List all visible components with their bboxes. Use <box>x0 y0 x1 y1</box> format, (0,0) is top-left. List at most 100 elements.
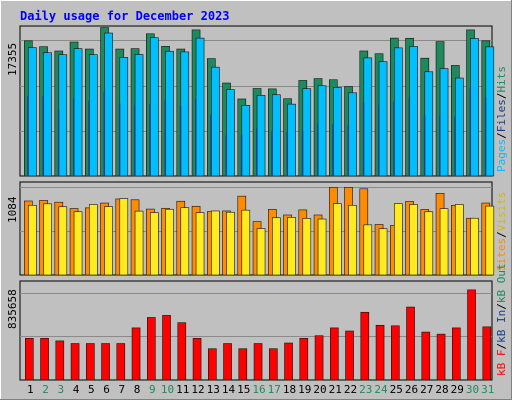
bar-visits <box>271 217 281 276</box>
bar-pages <box>484 97 487 176</box>
bar-kb-f <box>24 338 34 381</box>
bar-kb-f <box>268 348 278 381</box>
legend-entry: Sites <box>495 238 508 271</box>
bar-pages <box>256 128 258 176</box>
bar-pages <box>423 115 426 176</box>
bar-kb-f <box>177 322 187 381</box>
bar-pages <box>332 124 334 176</box>
bar-visits <box>226 211 235 276</box>
bar-files <box>348 92 357 177</box>
bars <box>23 27 495 177</box>
bar-pages <box>134 104 136 176</box>
bar-visits <box>317 218 327 276</box>
bar-pages <box>286 132 289 176</box>
x-tick-label: 6 <box>103 383 110 396</box>
bar-files <box>470 38 479 177</box>
legend-separator: / <box>495 303 508 310</box>
legend: kB F/kB In/kB Out <box>495 263 508 376</box>
bar-visits <box>424 211 434 276</box>
bar-visits <box>363 224 373 276</box>
bar-kb-f <box>436 333 446 381</box>
x-tick-label: 12 <box>191 383 204 396</box>
legend-text: Pages/Files/Hits <box>495 66 508 172</box>
bar-visits <box>104 206 113 276</box>
bar-pages <box>378 104 380 176</box>
bar-pages <box>103 91 106 176</box>
x-tick-label: 29 <box>451 383 464 396</box>
bar-files <box>271 94 281 177</box>
bar-visits <box>27 204 37 276</box>
x-tick-label: 10 <box>161 383 174 396</box>
x-tick-label: 4 <box>73 383 80 396</box>
legend-entry: kB F <box>495 350 508 377</box>
bar-files <box>104 32 113 177</box>
bar-kb-f <box>451 327 461 381</box>
bar-files <box>73 48 83 177</box>
x-tick-label: 22 <box>344 383 357 396</box>
bar-kb-f <box>467 289 476 381</box>
legend-separator: / <box>495 231 508 238</box>
x-tick-label: 27 <box>420 383 433 396</box>
bar-files <box>27 47 37 177</box>
bar-visits <box>73 211 83 276</box>
bar-files <box>195 37 205 177</box>
bar-visits <box>332 203 342 276</box>
x-tick-label: 2 <box>42 383 49 396</box>
bar-kb-f <box>299 338 309 381</box>
bar-files <box>439 68 449 177</box>
bar-files <box>134 54 144 177</box>
x-tick-label: 30 <box>466 383 479 396</box>
bar-files <box>43 52 52 177</box>
legend-entry: Hits <box>495 66 508 93</box>
bar-pages <box>210 114 212 176</box>
bar-files <box>256 95 266 177</box>
x-tick-label: 21 <box>329 383 342 396</box>
legend: Sites/Visits <box>495 192 508 272</box>
bar-pages <box>301 130 304 176</box>
bar-pages <box>439 115 441 176</box>
bar-files <box>485 46 495 177</box>
bar-files <box>150 37 159 177</box>
x-tick-label: 9 <box>149 383 156 396</box>
bar-files <box>58 54 68 177</box>
bar-kb-f <box>192 338 202 381</box>
bar-files <box>424 71 434 177</box>
bar-files <box>317 85 327 177</box>
bar-files <box>287 103 296 177</box>
bar-pages <box>42 95 45 176</box>
bar-visits <box>211 210 220 276</box>
bar-kb-f <box>55 340 65 381</box>
legend-entry: kB Out <box>495 263 508 303</box>
bar-visits <box>409 204 418 276</box>
bar-files <box>89 54 98 177</box>
legend-text: kB F/kB In/kB Out <box>495 263 508 376</box>
bar-visits <box>150 212 159 276</box>
bar-visits <box>439 208 449 276</box>
legend-separator: / <box>495 343 508 350</box>
bar-visits <box>43 203 52 276</box>
legend-separator: / <box>495 93 508 100</box>
panel-kbytes: 835658 kB F/kB In/kB Out <box>6 263 508 381</box>
bar-visits <box>119 198 129 276</box>
bar-visits <box>485 205 495 276</box>
x-tick-label: 7 <box>118 383 125 396</box>
y-max-label: 1084 <box>6 196 19 223</box>
y-max-label: 835658 <box>6 289 19 329</box>
bar-kb-f <box>253 343 263 381</box>
bar-pages <box>393 101 395 176</box>
x-tick-label: 24 <box>374 383 388 396</box>
bar-kb-f <box>345 330 354 381</box>
bar-pages <box>179 105 182 176</box>
bar-pages <box>164 99 167 176</box>
x-tick-label: 3 <box>57 383 64 396</box>
bar-kb-f <box>238 348 248 381</box>
legend-text: Sites/Visits <box>495 192 508 272</box>
bar-visits <box>470 217 479 276</box>
bar-files <box>409 46 418 177</box>
bar-kb-f <box>360 311 370 381</box>
bar-files <box>241 104 251 177</box>
legend: Pages/Files/Hits <box>495 66 508 172</box>
bar-visits <box>393 203 403 276</box>
bar-kb-f <box>482 326 492 381</box>
